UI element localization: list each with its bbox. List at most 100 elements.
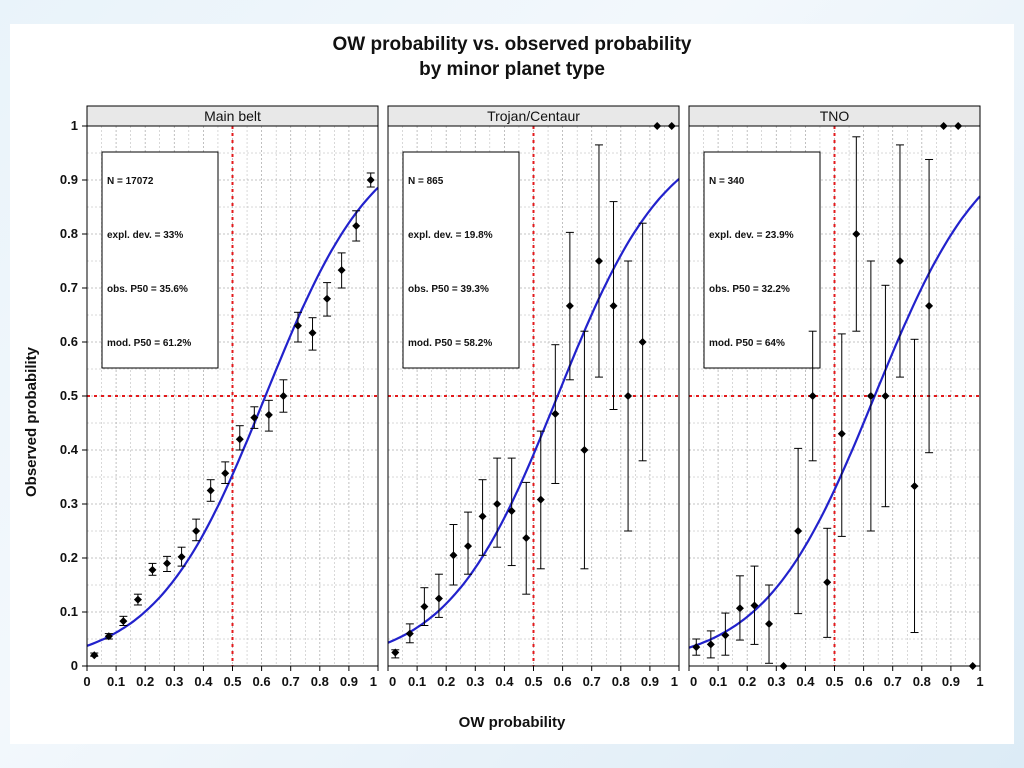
x-tick-label: 0.6 (855, 674, 873, 689)
x-tick-label: 0.3 (165, 674, 183, 689)
panel-strip-label: Main belt (204, 108, 261, 124)
data-point (133, 595, 142, 604)
x-tick-label: 0.5 (524, 674, 542, 689)
data-point (337, 266, 346, 275)
panels-group: Main belt N = 17072 expl. dev. = 33% obs. P… (60, 105, 984, 689)
x-tick-label: 0.9 (641, 674, 659, 689)
data-point (866, 392, 875, 400)
stats-text: expl. dev. = 19.8% (408, 230, 493, 241)
y-tick-label: 0.5 (60, 388, 78, 403)
x-tick-label: 1 (976, 674, 983, 689)
data-point (925, 301, 934, 310)
x-tick-label: 0 (83, 674, 90, 689)
y-tick-label: 0.3 (60, 496, 78, 511)
stats-text: N = 340 (709, 176, 745, 187)
data-point (910, 482, 919, 491)
stats-text: mod. P50 = 58.2% (408, 338, 492, 349)
stats-text: expl. dev. = 33% (107, 230, 183, 241)
panel-1: Trojan/Centaur N = 865 expl. dev. = 19.8% o… (387, 105, 680, 689)
y-axis-title: Observed probability (23, 346, 40, 497)
data-point (580, 446, 589, 454)
x-tick-label: 0.2 (136, 674, 154, 689)
data-point (119, 617, 128, 626)
x-tick-label: 0.2 (738, 674, 756, 689)
data-point (638, 338, 647, 346)
chart-title-line-1: OW probability vs. observed probability (333, 34, 692, 55)
slide-background: OW probability vs. observed probability … (10, 24, 1014, 744)
data-point (493, 500, 502, 508)
x-tick-label: 0.5 (825, 674, 843, 689)
data-point (522, 534, 531, 543)
x-tick-label: 0.1 (107, 674, 125, 689)
x-tick-label: 0.8 (612, 674, 630, 689)
data-point (565, 301, 574, 310)
data-point (721, 631, 730, 640)
y-tick-label: 0.6 (60, 334, 78, 349)
x-tick-label: 0.2 (437, 674, 455, 689)
panel-strip-label: TNO (820, 108, 850, 124)
stats-box (402, 151, 520, 369)
y-tick-label: 0.1 (60, 604, 78, 619)
data-point (808, 392, 817, 400)
x-tick-label: 0.1 (408, 674, 426, 689)
panel-0: Main belt N = 17072 expl. dev. = 33% obs. P… (60, 105, 379, 689)
data-point (308, 328, 317, 337)
data-point (594, 257, 603, 265)
data-point (750, 601, 759, 610)
x-tick-label: 0.1 (709, 674, 727, 689)
stats-text: N = 865 (408, 176, 444, 187)
x-tick-label: 0.6 (253, 674, 271, 689)
data-point (221, 469, 230, 478)
data-point (765, 619, 774, 628)
data-point (192, 527, 201, 535)
y-tick-label: 0.8 (60, 226, 78, 241)
chart-title-line-2: by minor planet type (419, 59, 605, 80)
y-tick-label: 0.4 (60, 442, 79, 457)
data-point (551, 409, 560, 418)
data-point (206, 486, 215, 495)
x-tick-label: 0.9 (942, 674, 960, 689)
panel-strip-label: Trojan/Centaur (487, 108, 580, 124)
data-point (823, 578, 832, 587)
x-tick-label: 0.4 (495, 674, 514, 689)
data-point (391, 648, 400, 657)
x-tick-label: 0.9 (340, 674, 358, 689)
x-tick-label: 0.7 (884, 674, 902, 689)
data-point (895, 257, 904, 265)
stats-text: mod. P50 = 64% (709, 338, 785, 349)
x-tick-label: 0.8 (311, 674, 329, 689)
x-tick-label: 0.6 (554, 674, 572, 689)
x-tick-label: 1 (671, 674, 678, 689)
data-point (449, 551, 458, 560)
data-point (148, 565, 157, 574)
data-point (507, 507, 516, 516)
data-point (90, 651, 99, 660)
x-tick-label: 0.7 (282, 674, 300, 689)
data-point (735, 604, 744, 613)
data-point (536, 495, 545, 504)
model-curve (387, 178, 680, 644)
stats-box (703, 151, 821, 369)
stats-text: obs. P50 = 35.6% (107, 284, 188, 295)
data-point (420, 602, 429, 611)
x-tick-label: 0.7 (583, 674, 601, 689)
data-point (235, 435, 244, 444)
x-tick-label: 0.4 (796, 674, 815, 689)
panel-2: TNO N = 340 expl. dev. = 23.9% obs. P50 = 3… (688, 105, 984, 689)
data-point (692, 643, 701, 652)
data-point (881, 392, 890, 400)
data-point (464, 542, 473, 551)
data-point (250, 413, 259, 422)
data-point (609, 301, 618, 310)
x-axis-title: OW probability (459, 714, 566, 731)
data-point (177, 552, 186, 561)
stats-text: obs. P50 = 39.3% (408, 284, 489, 295)
stats-text: N = 17072 (107, 176, 154, 187)
data-point (434, 594, 443, 603)
y-tick-label: 0.2 (60, 550, 78, 565)
data-point (264, 410, 273, 419)
model-curve (688, 195, 981, 649)
data-point (163, 559, 172, 568)
y-tick-label: 0.9 (60, 172, 78, 187)
data-point (706, 640, 715, 649)
